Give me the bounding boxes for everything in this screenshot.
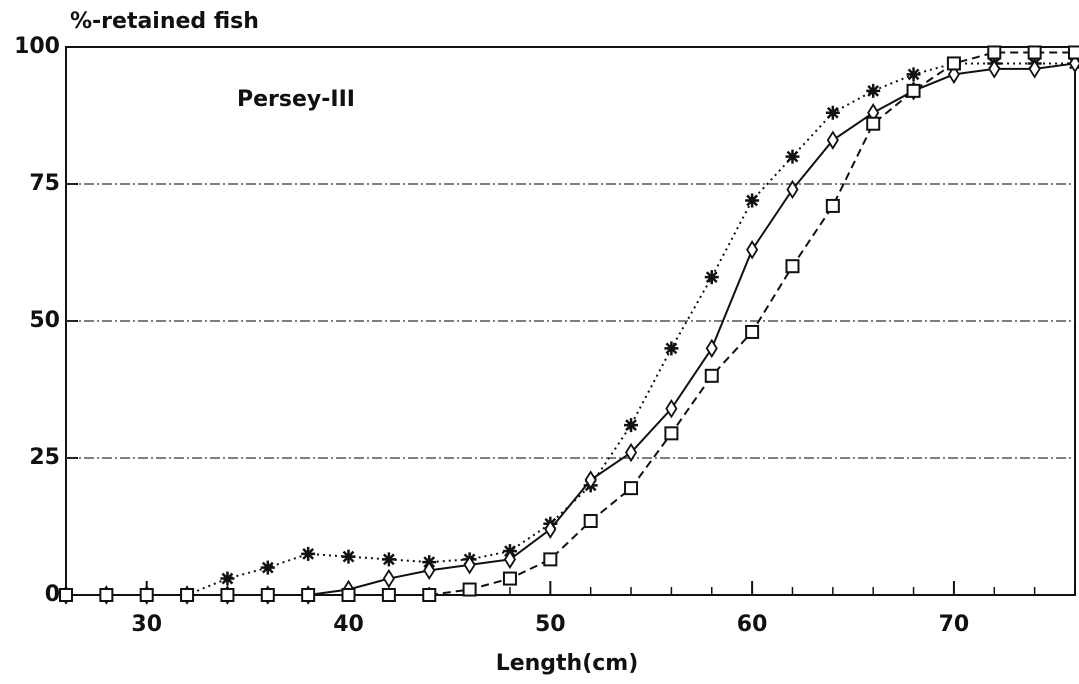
x-tick-label: 50 <box>535 612 566 637</box>
diamond-marker <box>826 130 839 150</box>
asterisk-marker <box>704 270 719 285</box>
square-marker <box>825 198 840 213</box>
square-marker <box>59 588 73 602</box>
square-marker <box>1068 45 1079 60</box>
x-tick-label: 60 <box>737 612 768 637</box>
series-line <box>66 51 1075 596</box>
asterisk-marker <box>624 418 639 433</box>
asterisk-marker <box>866 83 881 98</box>
square-marker <box>180 588 195 602</box>
square-marker <box>946 56 961 71</box>
asterisk-marker <box>341 549 356 564</box>
asterisk-marker <box>220 571 235 586</box>
diamond-marker <box>665 398 678 419</box>
x-tick-label: 70 <box>939 612 970 637</box>
diamond-marker <box>503 549 517 570</box>
square-marker <box>785 259 800 274</box>
diamond-marker <box>423 560 436 581</box>
y-tick-label: 0 <box>45 582 60 607</box>
square-marker <box>543 552 558 567</box>
asterisk-marker <box>825 105 840 120</box>
square-marker <box>220 588 235 602</box>
square-marker <box>301 588 316 602</box>
asterisk-marker <box>745 193 760 208</box>
asterisk-marker <box>664 341 679 356</box>
y-tick-label: 50 <box>29 308 60 333</box>
asterisk-marker <box>381 552 396 567</box>
square-marker <box>139 588 154 602</box>
series-line <box>66 62 1076 596</box>
square-marker <box>745 324 760 339</box>
diamond-marker <box>382 568 395 589</box>
square-marker <box>422 588 437 602</box>
square-marker <box>260 588 275 602</box>
y-tick-label: 25 <box>29 445 60 470</box>
square-marker <box>906 83 921 98</box>
asterisk-marker <box>301 546 316 561</box>
square-marker <box>624 481 639 496</box>
asterisk-marker <box>260 560 275 575</box>
x-tick-label: 40 <box>333 612 364 637</box>
diamond-marker <box>746 240 759 260</box>
square-marker <box>1027 45 1042 60</box>
y-tick-label: 75 <box>29 171 60 196</box>
square-marker <box>502 571 517 586</box>
square-marker <box>462 582 477 597</box>
diamond-marker <box>786 179 799 200</box>
diamond-marker <box>624 442 638 463</box>
diamond-marker <box>1028 59 1041 79</box>
y-axis-label: %-retained fish <box>70 9 259 34</box>
square-marker <box>704 368 719 383</box>
square-marker <box>341 588 356 602</box>
x-axis-label: Length(cm) <box>496 651 639 676</box>
diamond-marker <box>705 338 718 359</box>
asterisk-marker <box>906 67 921 82</box>
diamond-marker <box>544 519 557 539</box>
square-marker <box>381 588 396 602</box>
asterisk-marker <box>785 149 800 164</box>
square-marker <box>583 514 598 529</box>
annotation: Persey-III <box>237 87 355 112</box>
diamond-marker <box>463 555 476 575</box>
diamond-marker <box>584 470 597 490</box>
square-marker <box>866 116 881 131</box>
square-marker <box>664 426 679 441</box>
series-line <box>66 62 1075 596</box>
square-marker <box>987 45 1002 60</box>
x-tick-label: 30 <box>131 612 162 637</box>
y-tick-label: 100 <box>14 34 60 59</box>
diamond-marker <box>988 59 1001 79</box>
square-marker <box>99 588 114 602</box>
